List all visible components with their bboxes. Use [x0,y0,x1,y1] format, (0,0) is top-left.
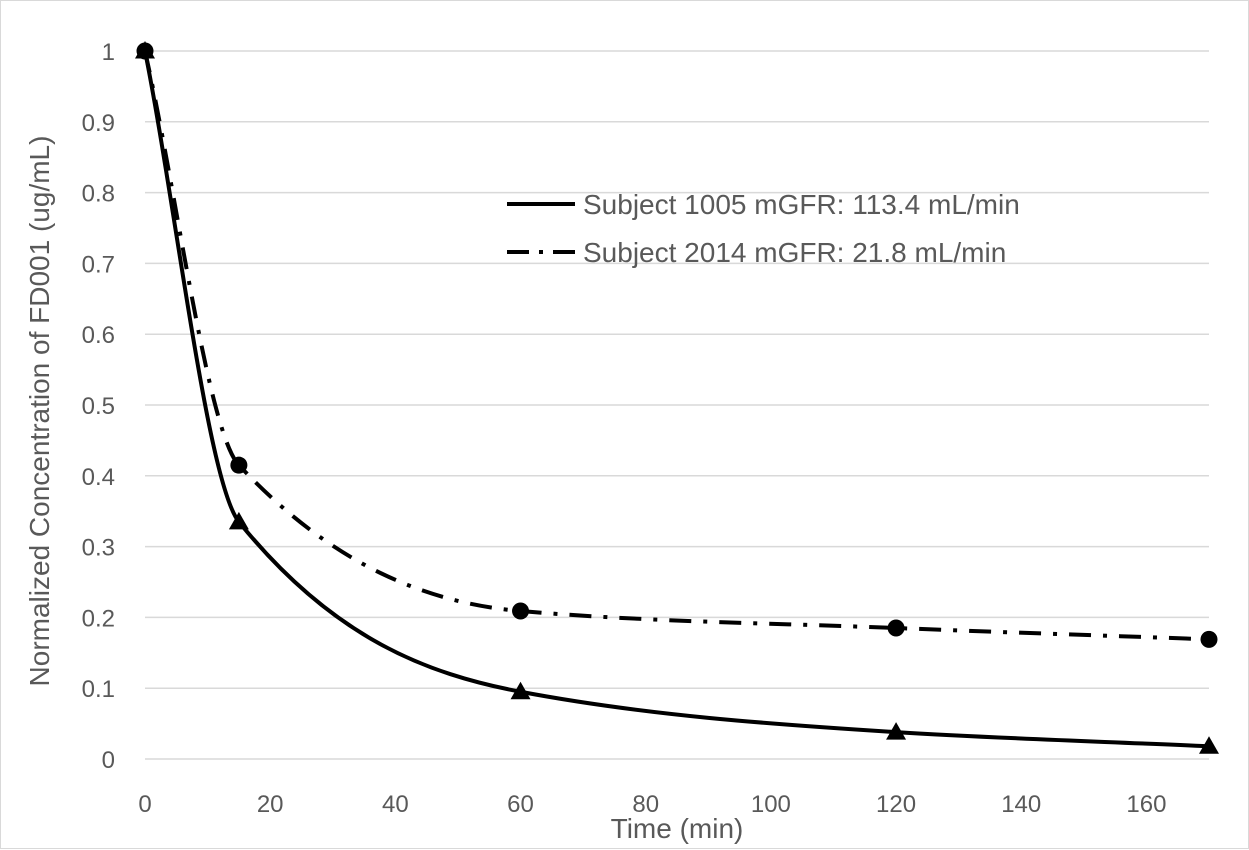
y-tick-label: 0.9 [82,110,115,137]
y-tick-label: 0.3 [82,535,115,562]
legend: Subject 1005 mGFR: 113.4 mL/min Subject … [507,189,1020,268]
data-point-circle [1200,630,1218,648]
data-point-triangle [886,722,907,740]
x-tick-label: 120 [876,791,916,818]
y-tick-label: 0.1 [82,676,115,703]
legend-item-subject-1005: Subject 1005 mGFR: 113.4 mL/min [507,189,1020,220]
series-1 [135,41,1219,754]
y-tick-label: 0.4 [82,464,115,491]
legend-label-subject-2014: Subject 2014 mGFR: 21.8 mL/min [583,237,1006,268]
y-axis-title: Normalized Concentration of FD001 (ug/mL… [24,136,55,687]
data-point-circle [512,602,530,620]
x-axis-ticks: 0 20 40 60 80 100 120 140 160 [138,791,1166,818]
grid-lines [145,50,1209,760]
x-tick-label: 40 [382,791,409,818]
x-tick-label: 20 [257,791,284,818]
data-point-triangle [510,681,531,700]
x-tick-label: 160 [1126,791,1166,818]
data-point-circle [136,42,154,60]
x-tick-label: 60 [507,791,534,818]
x-tick-label: 140 [1001,791,1041,818]
y-tick-label: 0.2 [82,605,115,632]
x-tick-label: 0 [138,791,151,818]
legend-label-subject-1005: Subject 1005 mGFR: 113.4 mL/min [583,189,1020,220]
x-axis-title: Time (min) [611,813,744,844]
y-tick-label: 0.6 [82,322,115,349]
data-point-triangle [228,511,249,530]
y-tick-label: 0 [102,747,115,774]
y-tick-label: 0.5 [82,393,115,420]
data-point-triangle [1199,736,1219,754]
legend-item-subject-2014: Subject 2014 mGFR: 21.8 mL/min [507,237,1006,268]
data-point-circle [230,456,248,474]
series-line [143,50,1210,749]
y-tick-label: 0.8 [82,181,115,208]
plot-area [135,41,1219,754]
series-line [143,50,1210,642]
x-tick-label: 100 [751,791,791,818]
y-tick-label: 1 [102,39,115,66]
x-tick-label: 80 [632,791,659,818]
y-axis-ticks: 0 0.1 0.2 0.3 0.4 0.5 0.6 0.7 0.8 0.9 1 [82,39,115,774]
y-tick-label: 0.7 [82,251,115,278]
series-2 [136,42,1218,648]
data-point-circle [887,619,905,637]
